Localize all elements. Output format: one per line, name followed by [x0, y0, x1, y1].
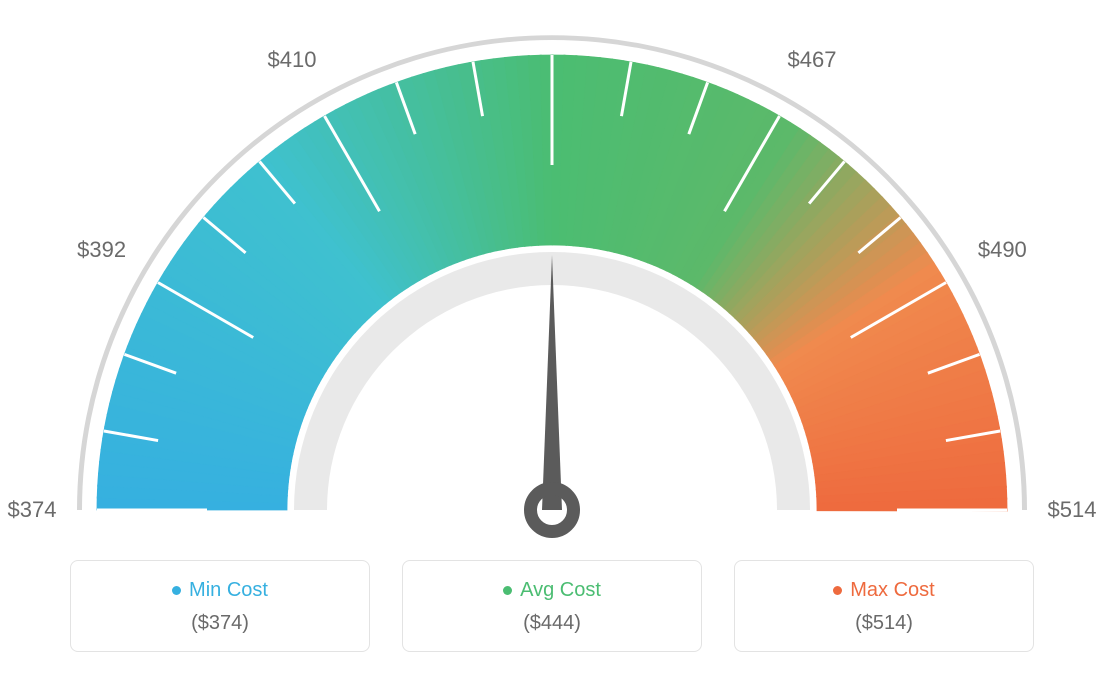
legend-top-min: Min Cost — [81, 579, 359, 602]
gauge-tick-label: $490 — [978, 237, 1027, 263]
gauge-tick-label: $444 — [528, 0, 577, 3]
legend-row: Min Cost ($374) Avg Cost ($444) Max Cost… — [0, 560, 1104, 652]
gauge-tick-label: $392 — [77, 237, 126, 263]
dot-icon — [503, 586, 512, 595]
gauge-tick-label: $467 — [788, 47, 837, 73]
gauge-tick-label: $514 — [1048, 497, 1097, 523]
gauge-chart: $374 $392 $410 $444 $467 $490 $514 — [0, 0, 1104, 560]
dot-icon — [833, 586, 842, 595]
dot-icon — [172, 586, 181, 595]
legend-top-avg: Avg Cost — [413, 579, 691, 602]
legend-card-avg: Avg Cost ($444) — [402, 560, 702, 652]
gauge-tick-label: $410 — [268, 47, 317, 73]
legend-card-min: Min Cost ($374) — [70, 560, 370, 652]
legend-value: ($514) — [745, 612, 1023, 635]
gauge-svg — [0, 0, 1104, 560]
gauge-tick-label: $374 — [8, 497, 57, 523]
legend-label: Max Cost — [850, 579, 934, 602]
legend-top-max: Max Cost — [745, 579, 1023, 602]
legend-card-max: Max Cost ($514) — [734, 560, 1034, 652]
legend-value: ($444) — [413, 612, 691, 635]
legend-label: Min Cost — [189, 579, 268, 602]
legend-label: Avg Cost — [520, 579, 601, 602]
legend-value: ($374) — [81, 612, 359, 635]
